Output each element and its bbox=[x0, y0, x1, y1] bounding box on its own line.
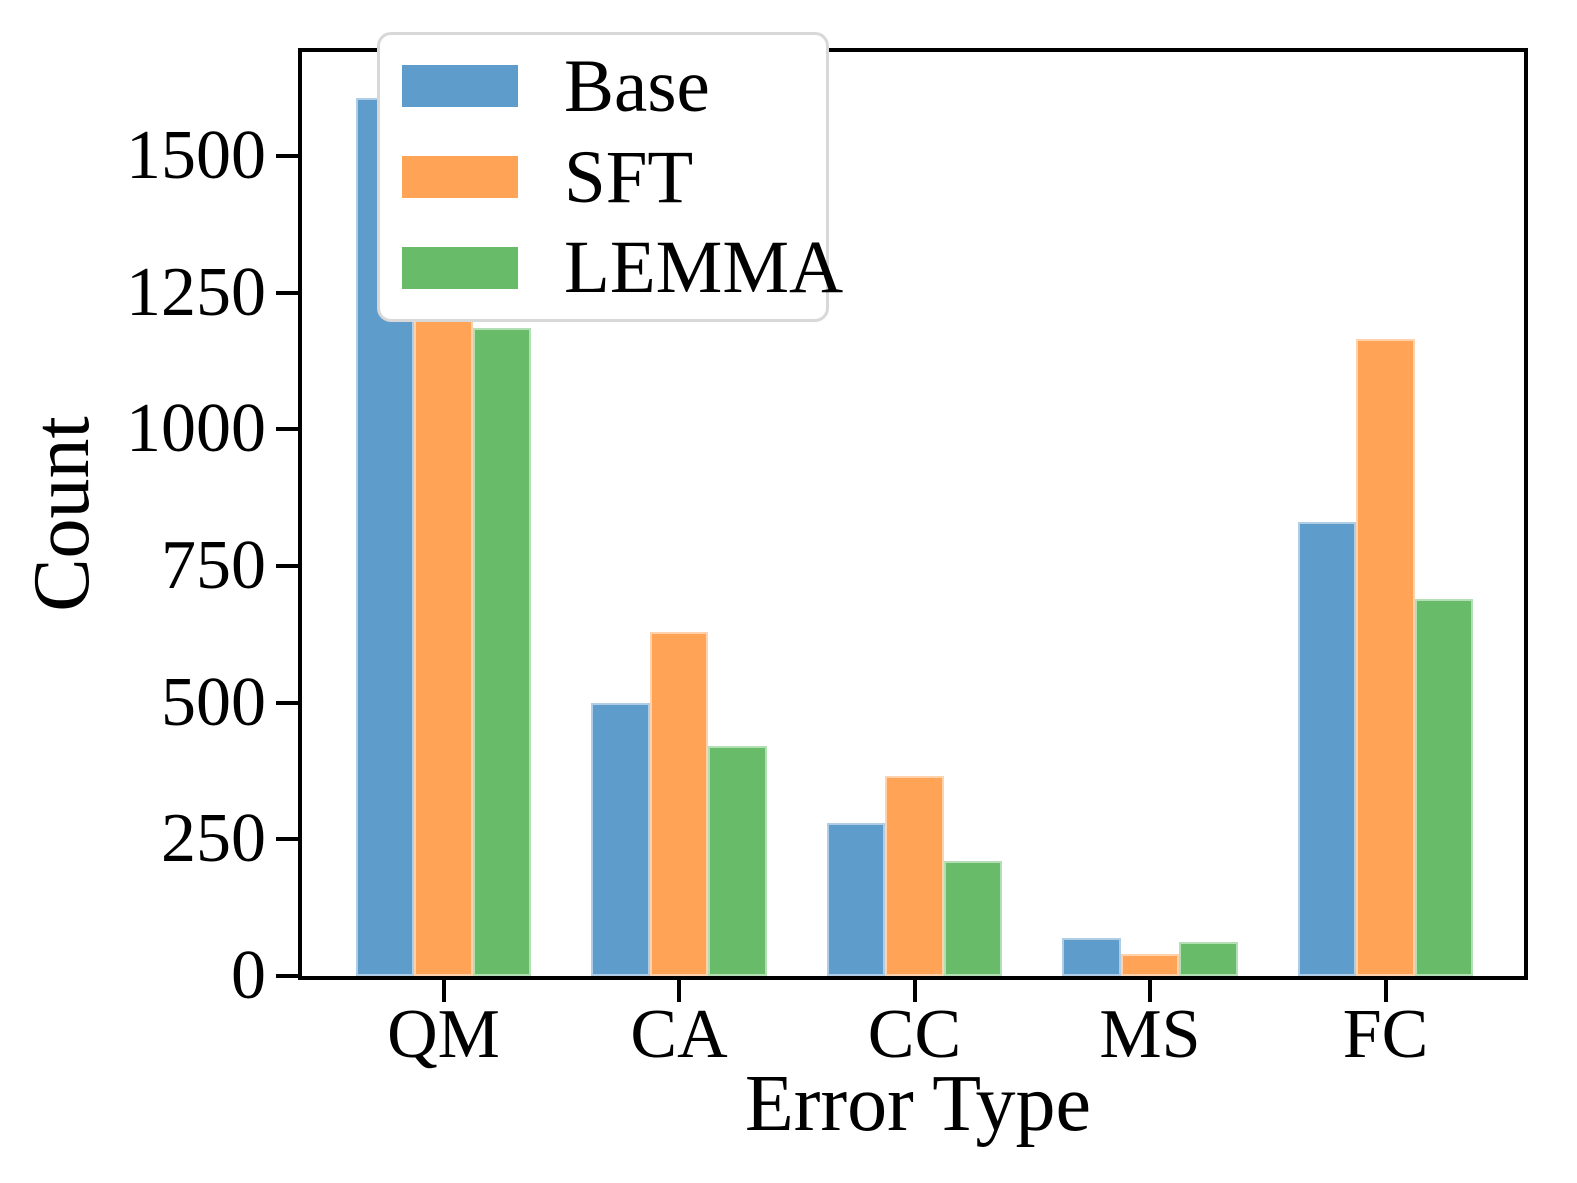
bar-lemma-ca bbox=[708, 746, 767, 976]
x-tick-FC bbox=[1383, 980, 1388, 1002]
bar-sft-cc bbox=[885, 776, 944, 976]
plot-area: 0 250 500 750 1000 1250 1500 QM CA CC MS FC bbox=[126, 48, 1528, 1070]
x-tick-QM bbox=[441, 980, 446, 1002]
bar-sft-fc bbox=[1356, 339, 1415, 976]
bar-lemma-fc bbox=[1414, 598, 1474, 976]
bar-sft-ca bbox=[649, 631, 709, 976]
legend-label-base: Base bbox=[564, 44, 710, 128]
y-tick-1250 bbox=[276, 290, 298, 295]
legend-label-sft: SFT bbox=[564, 135, 694, 219]
legend-swatch-sft bbox=[402, 156, 518, 198]
x-tick-CA bbox=[677, 980, 681, 1002]
legend-swatch-base bbox=[402, 65, 518, 108]
x-tick-label-QM: QM bbox=[387, 996, 500, 1073]
legend: Base SFT LEMMA bbox=[377, 32, 843, 322]
bar-lemma-qm bbox=[472, 328, 532, 976]
x-tick-label-MS: MS bbox=[1099, 996, 1201, 1073]
legend-item-lemma: LEMMA bbox=[402, 222, 843, 313]
y-tick-1500 bbox=[276, 153, 298, 158]
bar-sft-ms bbox=[1120, 954, 1180, 976]
y-tick-750 bbox=[276, 563, 298, 568]
y-tick-label-500: 500 bbox=[161, 663, 266, 741]
y-tick-0 bbox=[276, 974, 298, 978]
legend-item-base: Base bbox=[402, 41, 826, 132]
x-tick-CC bbox=[912, 980, 917, 1002]
y-tick-label-250: 250 bbox=[161, 800, 266, 878]
legend-swatch-lemma bbox=[402, 246, 518, 289]
x-tick-label-CA: CA bbox=[630, 996, 728, 1073]
y-tick-250 bbox=[276, 837, 298, 842]
bar-lemma-cc bbox=[943, 861, 1003, 976]
bar-base-cc bbox=[826, 822, 886, 976]
y-axis-label: Count bbox=[18, 416, 106, 612]
bar-base-fc bbox=[1297, 522, 1357, 976]
bar-base-ca bbox=[591, 702, 650, 976]
bar-lemma-ms bbox=[1179, 941, 1238, 976]
bar-base-ms bbox=[1062, 937, 1121, 976]
y-tick-1000 bbox=[276, 427, 298, 432]
legend-label-lemma: LEMMA bbox=[564, 226, 844, 310]
y-tick-label-1000: 1000 bbox=[126, 390, 266, 468]
y-tick-label-1250: 1250 bbox=[126, 253, 266, 331]
x-tick-MS bbox=[1148, 980, 1152, 1002]
x-tick-label-FC: FC bbox=[1342, 996, 1429, 1073]
x-axis-label: Error Type bbox=[744, 1060, 1092, 1148]
y-tick-label-1500: 1500 bbox=[126, 116, 266, 194]
y-tick-label-750: 750 bbox=[161, 526, 266, 604]
legend-item-sft: SFT bbox=[402, 132, 826, 223]
y-tick-500 bbox=[276, 700, 298, 705]
y-tick-label-0: 0 bbox=[231, 937, 266, 1014]
x-tick-label-CC: CC bbox=[867, 996, 962, 1073]
